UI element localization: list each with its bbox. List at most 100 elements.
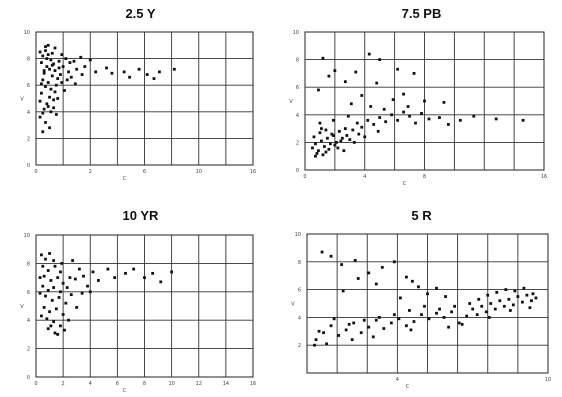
data-point	[53, 46, 57, 50]
data-point	[317, 88, 320, 92]
data-point	[465, 314, 469, 318]
data-point	[420, 112, 423, 115]
scatter-plot-2-5y: 0 2 6 10 16 0 2 4 6 8 10 V C	[20, 30, 256, 182]
data-point	[438, 116, 441, 119]
chart-title: 2.5 Y	[125, 6, 156, 21]
data-point	[56, 276, 60, 279]
x-tick-label: 4	[363, 174, 366, 180]
data-point	[56, 97, 60, 100]
x-tick-label: 0	[34, 381, 37, 387]
data-point	[402, 92, 405, 96]
data-point	[56, 333, 60, 336]
data-point	[71, 259, 75, 262]
data-point	[378, 58, 382, 61]
data-point	[311, 146, 314, 150]
data-point	[324, 128, 328, 132]
data-point	[50, 63, 54, 67]
x-tick-label: 4	[396, 377, 399, 383]
data-point	[38, 99, 42, 103]
data-point	[64, 57, 68, 60]
data-point	[59, 270, 62, 274]
data-point	[52, 286, 56, 289]
data-point	[56, 77, 60, 80]
data-point	[132, 267, 136, 271]
scatter-plot-10yr: 0 2 4 6 8 10 12 14 16 0 2 4 6 8 10 V C	[20, 233, 256, 394]
data-point	[408, 309, 411, 312]
data-point	[435, 286, 438, 290]
data-point	[382, 107, 386, 111]
data-point	[323, 145, 326, 148]
data-point	[337, 334, 341, 337]
data-point	[122, 70, 126, 74]
data-point	[50, 74, 54, 78]
data-point	[65, 78, 69, 82]
data-point	[322, 331, 325, 335]
data-point	[64, 301, 68, 305]
data-point	[384, 120, 388, 124]
data-point	[48, 252, 51, 255]
data-point	[340, 263, 344, 266]
data-point	[414, 121, 417, 125]
data-point	[417, 285, 420, 289]
data-point	[420, 313, 423, 317]
data-point	[80, 291, 84, 295]
data-point	[49, 279, 53, 282]
data-point	[78, 267, 81, 271]
y-tick-label: 10	[24, 30, 30, 36]
data-point	[53, 90, 57, 94]
data-point	[61, 313, 65, 316]
data-point	[380, 265, 384, 269]
data-point	[158, 70, 161, 74]
data-point	[170, 270, 174, 274]
data-point	[374, 318, 378, 322]
data-point	[495, 290, 499, 294]
data-point	[350, 338, 354, 342]
data-point	[472, 114, 476, 118]
data-point	[442, 316, 446, 319]
data-point	[392, 313, 396, 317]
x-tick-label: 10	[196, 169, 202, 175]
x-axis-label: C	[403, 181, 407, 187]
data-point	[52, 259, 56, 262]
data-point	[44, 294, 47, 298]
data-point	[423, 99, 426, 103]
data-point	[113, 276, 117, 279]
data-point	[72, 59, 76, 63]
data-point	[86, 284, 89, 288]
data-point	[315, 152, 319, 155]
x-tick-label: 0	[303, 174, 306, 180]
y-tick-label: 10	[295, 232, 301, 238]
data-point	[453, 304, 457, 308]
data-point	[41, 54, 45, 58]
data-point	[52, 106, 56, 110]
data-point	[44, 45, 47, 49]
data-point	[83, 65, 87, 68]
data-point	[63, 328, 66, 332]
data-point	[69, 75, 73, 79]
data-point	[49, 58, 53, 62]
data-point	[60, 81, 64, 84]
x-axis-label: C	[406, 384, 410, 390]
data-point	[477, 297, 481, 301]
data-point	[489, 302, 493, 305]
data-point	[329, 324, 333, 328]
data-point	[41, 78, 45, 82]
data-point	[68, 61, 72, 64]
data-point	[353, 259, 357, 262]
data-point	[75, 67, 79, 71]
data-point	[44, 85, 47, 88]
y-tick-label: 4	[298, 315, 301, 321]
data-point	[45, 317, 49, 321]
data-point	[152, 77, 156, 80]
x-tick-label: 14	[223, 381, 229, 387]
data-point	[502, 304, 506, 308]
data-point	[513, 289, 517, 293]
data-point	[67, 70, 70, 74]
data-point	[38, 276, 42, 279]
data-point	[435, 311, 438, 315]
data-point	[44, 257, 47, 261]
data-point	[345, 134, 349, 137]
data-point	[50, 298, 54, 302]
data-point	[412, 320, 416, 323]
data-point	[468, 302, 472, 305]
